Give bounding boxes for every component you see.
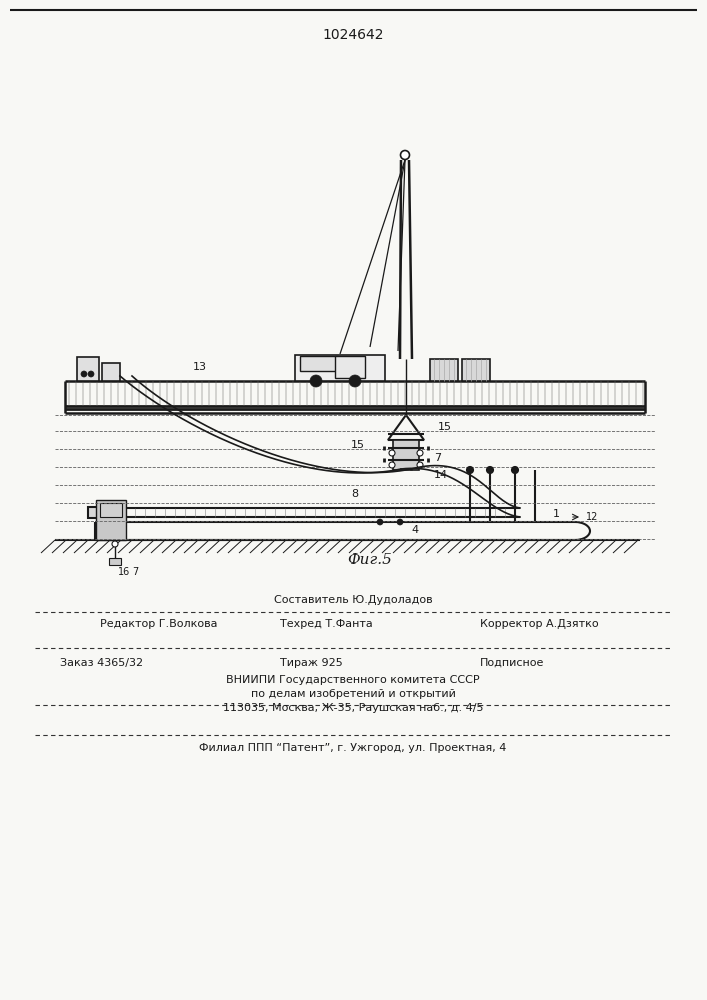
Circle shape <box>389 462 395 468</box>
Circle shape <box>417 462 423 468</box>
Bar <box>462 359 490 381</box>
Bar <box>109 558 121 565</box>
Text: 113035, Москва, Ж-35, Раушская наб., д. 4/5: 113035, Москва, Ж-35, Раушская наб., д. … <box>223 703 484 713</box>
Text: 4: 4 <box>411 525 419 535</box>
Circle shape <box>389 450 395 456</box>
Text: 16: 16 <box>118 567 130 577</box>
Bar <box>335 356 365 378</box>
Bar <box>88 507 110 518</box>
Circle shape <box>81 371 87 377</box>
Circle shape <box>310 375 322 387</box>
Text: 1: 1 <box>553 509 560 519</box>
Text: Техред Т.Фанта: Техред Т.Фанта <box>280 619 373 629</box>
Circle shape <box>486 466 493 474</box>
Text: 8: 8 <box>351 489 358 499</box>
Text: 14: 14 <box>434 470 448 480</box>
Bar <box>77 357 99 381</box>
Bar <box>393 440 419 470</box>
Text: 12: 12 <box>586 512 598 522</box>
Circle shape <box>88 371 94 377</box>
Circle shape <box>112 541 118 547</box>
Circle shape <box>511 466 518 474</box>
Text: Филиал ППП “Патент”, г. Ужгород, ул. Проектная, 4: Филиал ППП “Патент”, г. Ужгород, ул. Про… <box>199 743 507 753</box>
Circle shape <box>417 450 423 456</box>
Text: 15: 15 <box>351 440 365 450</box>
Circle shape <box>349 375 361 387</box>
Text: 1024642: 1024642 <box>322 28 384 42</box>
Text: по делам изобретений и открытий: по делам изобретений и открытий <box>250 689 455 699</box>
Text: 7: 7 <box>132 567 139 577</box>
Circle shape <box>400 150 409 159</box>
Text: Заказ 4365/32: Заказ 4365/32 <box>60 658 143 668</box>
Circle shape <box>467 466 474 474</box>
Text: ВНИИПИ Государственного комитета СССР: ВНИИПИ Государственного комитета СССР <box>226 675 480 685</box>
Bar <box>102 363 120 381</box>
Text: 7: 7 <box>434 453 441 463</box>
Text: Редактор Г.Волкова: Редактор Г.Волкова <box>100 619 218 629</box>
Bar <box>96 500 126 540</box>
Text: 13: 13 <box>193 362 207 372</box>
Text: Тираж 925: Тираж 925 <box>280 658 343 668</box>
Bar <box>430 359 458 381</box>
Circle shape <box>397 519 403 525</box>
Bar <box>295 355 385 381</box>
Text: Составитель Ю.Дудоладов: Составитель Ю.Дудоладов <box>274 595 432 605</box>
Text: Фиг.5: Фиг.5 <box>348 553 392 567</box>
Bar <box>100 503 122 517</box>
Text: 15: 15 <box>438 422 452 432</box>
Bar <box>300 356 338 371</box>
Text: Подписное: Подписное <box>480 658 544 668</box>
Circle shape <box>377 519 383 525</box>
Text: Корректор А.Дзятко: Корректор А.Дзятко <box>480 619 599 629</box>
